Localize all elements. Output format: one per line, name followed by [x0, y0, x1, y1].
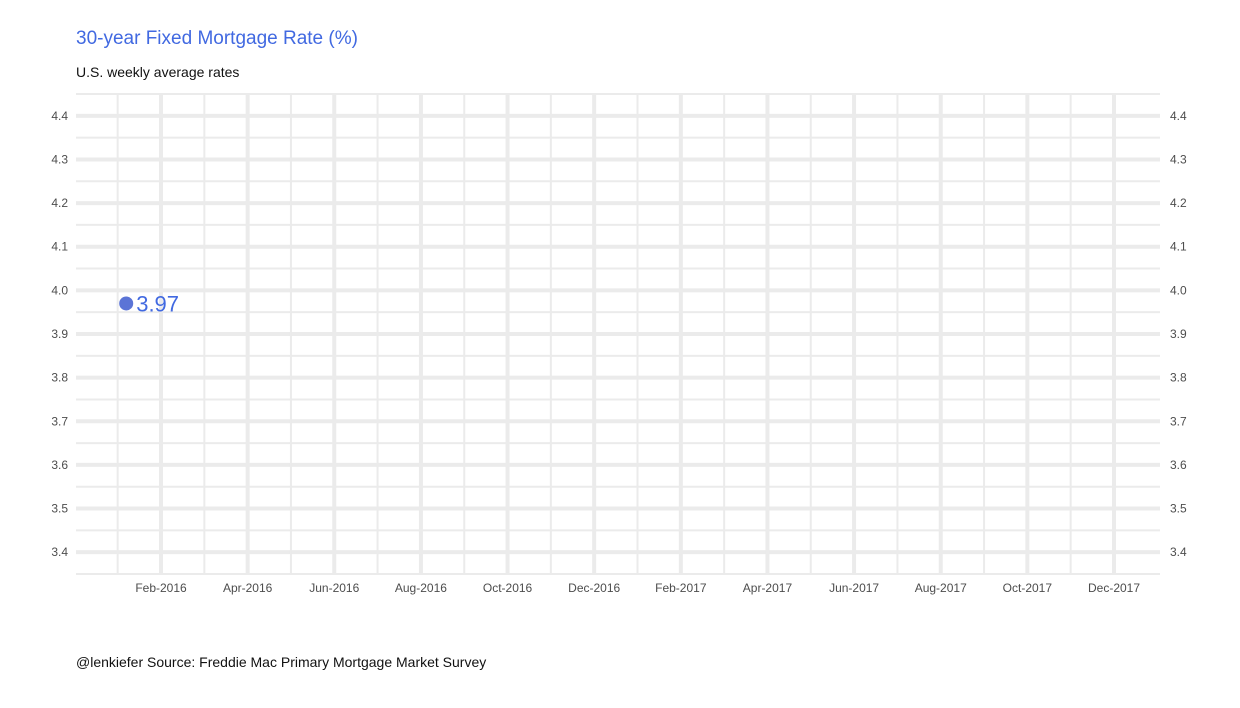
y-tick-label-right: 4.2	[1170, 196, 1187, 210]
y-tick-label-right: 3.4	[1170, 545, 1187, 559]
data-point	[119, 296, 134, 311]
x-tick-label: Feb-2017	[655, 581, 707, 595]
y-tick-label-left: 3.9	[51, 327, 68, 341]
x-tick-label: Jun-2017	[829, 581, 879, 595]
data-marks: 3.97	[119, 291, 179, 316]
x-tick-label: Feb-2016	[135, 581, 187, 595]
x-tick-label: Jun-2016	[309, 581, 359, 595]
y-tick-label-right: 3.7	[1170, 414, 1187, 428]
chart-title: 30-year Fixed Mortgage Rate (%)	[76, 28, 358, 49]
x-axis-ticks: Feb-2016 Apr-2016 Jun-2016 Aug-2016 Oct-2016…	[135, 581, 1140, 595]
x-tick-label: Dec-2016	[568, 581, 620, 595]
y-tick-label-right: 4.0	[1170, 283, 1187, 297]
y-tick-label-left: 4.0	[51, 283, 68, 297]
y-tick-label-left: 4.4	[51, 109, 68, 123]
x-tick-label: Oct-2016	[483, 581, 533, 595]
y-tick-label-left: 3.4	[51, 545, 68, 559]
y-tick-label-right: 3.9	[1170, 327, 1187, 341]
y-tick-label-right: 3.8	[1170, 371, 1187, 385]
y-tick-label-right: 3.6	[1170, 458, 1187, 472]
data-label: 3.97	[136, 291, 179, 316]
y-tick-label-right: 4.4	[1170, 109, 1187, 123]
y-tick-label-left: 4.2	[51, 196, 68, 210]
grid-lines	[76, 93, 1160, 575]
y-tick-label-left: 3.6	[51, 458, 68, 472]
y-tick-label-left: 3.7	[51, 414, 68, 428]
x-tick-label: Aug-2016	[395, 581, 447, 595]
y-tick-label-left: 3.5	[51, 502, 68, 516]
x-tick-label: Dec-2017	[1088, 581, 1140, 595]
x-tick-label: Apr-2016	[223, 581, 273, 595]
y-tick-label-right: 4.3	[1170, 152, 1187, 166]
y-axis-ticks: 3.4 3.4 3.5 3.5 3.6 3.6 3.7 3.7 3.8 3.8 3.9 3.9 4.0 4…	[51, 109, 1187, 559]
x-tick-label: Aug-2017	[915, 581, 967, 595]
y-tick-label-right: 3.5	[1170, 502, 1187, 516]
y-tick-label-left: 4.1	[51, 240, 68, 254]
y-tick-label-left: 4.3	[51, 152, 68, 166]
chart-caption: @lenkiefer Source: Freddie Mac Primary M…	[76, 654, 487, 670]
y-tick-label-right: 4.1	[1170, 240, 1187, 254]
y-tick-label-left: 3.8	[51, 371, 68, 385]
chart-subtitle: U.S. weekly average rates	[76, 64, 240, 80]
x-tick-label: Oct-2017	[1003, 581, 1053, 595]
x-tick-label: Apr-2017	[743, 581, 793, 595]
